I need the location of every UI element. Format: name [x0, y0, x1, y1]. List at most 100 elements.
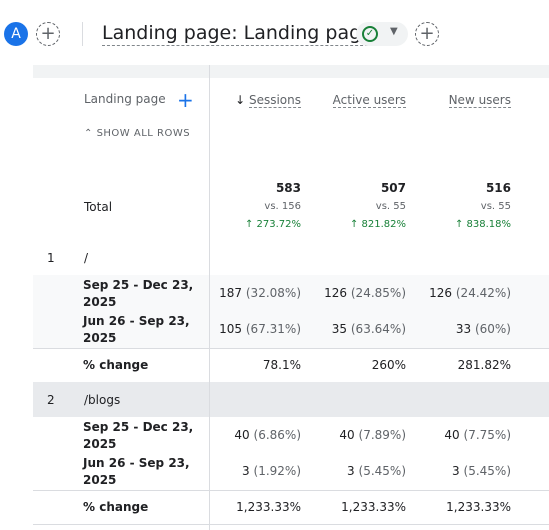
cell-value: 40 [444, 428, 460, 442]
total-change: ↑ 273.72% [245, 219, 301, 230]
cell: 126 (24.42%) [429, 286, 511, 300]
cell-value: 126 [429, 286, 453, 300]
show-all-rows[interactable]: ⌃ SHOW ALL ROWS [84, 128, 191, 139]
total-compare: vs. 55 [375, 201, 406, 212]
column-header-label: Active users [332, 93, 406, 108]
total-label: Total [84, 200, 113, 214]
column-header[interactable]: New users [431, 92, 511, 109]
cell: 40 (7.75%) [444, 428, 511, 442]
total-change-value: 838.18% [466, 219, 512, 230]
cell-value: 187 [219, 286, 243, 300]
title[interactable]: Landing page: Landing page [102, 22, 373, 46]
add-button[interactable]: + [36, 22, 60, 46]
avatar[interactable]: A [4, 22, 28, 46]
change-value: 260% [371, 358, 406, 372]
cell-pct: (5.45%) [463, 464, 511, 478]
cell-value: 3 [452, 464, 460, 478]
status-chip[interactable]: ✓ ▼ [356, 22, 408, 46]
column-header[interactable]: ↓ Sessions [221, 92, 301, 109]
column-divider [209, 490, 210, 524]
sort-arrow: ↓ [235, 93, 249, 107]
change-value: 1,233.33% [446, 500, 511, 514]
change-value: 1,233.33% [341, 500, 406, 514]
change-label: % change [83, 358, 149, 372]
cell-pct: (60%) [474, 322, 511, 336]
cell: 40 (7.89%) [339, 428, 406, 442]
cell-value: 40 [234, 428, 250, 442]
show-all-rows-label[interactable]: SHOW ALL ROWS [96, 128, 191, 139]
group-row [33, 382, 549, 417]
change-value: 1,233.33% [236, 500, 301, 514]
cell-pct: (7.75%) [463, 428, 511, 442]
cell: 33 (60%) [456, 322, 511, 336]
column-header-label: New users [448, 93, 511, 108]
cell: 3 (5.45%) [452, 464, 511, 478]
change-label: % change [83, 500, 149, 514]
column-divider [209, 417, 210, 453]
column-divider [209, 382, 210, 417]
row-label: Jun 26 - Sep 23, 2025 [83, 456, 190, 487]
row-label: Sep 25 - Dec 23, 2025 [83, 420, 194, 451]
up-arrow: ↑ [349, 219, 362, 230]
cell-pct: (5.45%) [358, 464, 406, 478]
group-page: /blogs [84, 393, 121, 407]
cell: 35 (63.64%) [332, 322, 406, 336]
up-arrow: ↑ [244, 219, 257, 230]
cell-pct: (24.85%) [350, 286, 406, 300]
row-label: Jun 26 - Sep 23, 2025 [83, 314, 190, 345]
row-divider [33, 348, 549, 349]
up-arrow: ↑ [454, 219, 467, 230]
row-divider [33, 490, 549, 491]
cell-pct: (32.08%) [245, 286, 301, 300]
cell: 3 (1.92%) [242, 464, 301, 478]
total-compare: vs. 55 [480, 201, 511, 212]
cell: 40 (6.86%) [234, 428, 301, 442]
cell-pct: (67.31%) [245, 322, 301, 336]
total-value: 516 [485, 181, 511, 195]
cell: 126 (24.85%) [324, 286, 406, 300]
group-index: 2 [47, 393, 55, 407]
total-change-value: 273.72% [256, 219, 302, 230]
dimension-header[interactable]: Landing page [84, 92, 166, 106]
cell-value: 40 [339, 428, 355, 442]
cell-pct: (7.89%) [358, 428, 406, 442]
column-header[interactable]: Active users [326, 92, 406, 109]
column-divider [209, 275, 210, 311]
cell-pct: (63.64%) [350, 322, 406, 336]
column-header-label: Sessions [248, 93, 301, 108]
cell-value: 35 [331, 322, 348, 336]
change-value: 281.82% [457, 358, 511, 372]
cell: 3 (5.45%) [347, 464, 406, 478]
cell-value: 126 [324, 286, 348, 300]
total-compare: vs. 156 [264, 201, 301, 212]
total-value: 507 [380, 181, 406, 195]
total-change: ↑ 838.18% [455, 219, 511, 230]
change-value: 78.1% [262, 358, 301, 372]
column-divider [209, 311, 210, 348]
column-divider [209, 348, 210, 382]
add-dimension[interactable]: + [177, 88, 194, 112]
cell-pct: (1.92%) [253, 464, 301, 478]
cell-pct: (6.86%) [253, 428, 301, 442]
total-change-value: 821.82% [361, 219, 407, 230]
total-change: ↑ 821.82% [350, 219, 406, 230]
add-button[interactable]: + [415, 22, 439, 46]
data-row [33, 275, 549, 311]
total-value: 583 [275, 181, 301, 195]
group-index: 1 [47, 251, 55, 265]
data-row [33, 453, 549, 490]
column-divider [209, 240, 210, 275]
data-row [33, 311, 549, 348]
cell: 187 (32.08%) [219, 286, 301, 300]
row-divider [33, 524, 549, 525]
divider [82, 22, 83, 46]
cell-value: 33 [455, 322, 472, 336]
data-row [33, 417, 549, 453]
cell: 105 (67.31%) [219, 322, 301, 336]
cell-pct: (24.42%) [455, 286, 511, 300]
group-page: / [84, 251, 89, 265]
group-row [33, 240, 549, 275]
column-divider [209, 453, 210, 490]
scroll-strip [33, 65, 549, 78]
